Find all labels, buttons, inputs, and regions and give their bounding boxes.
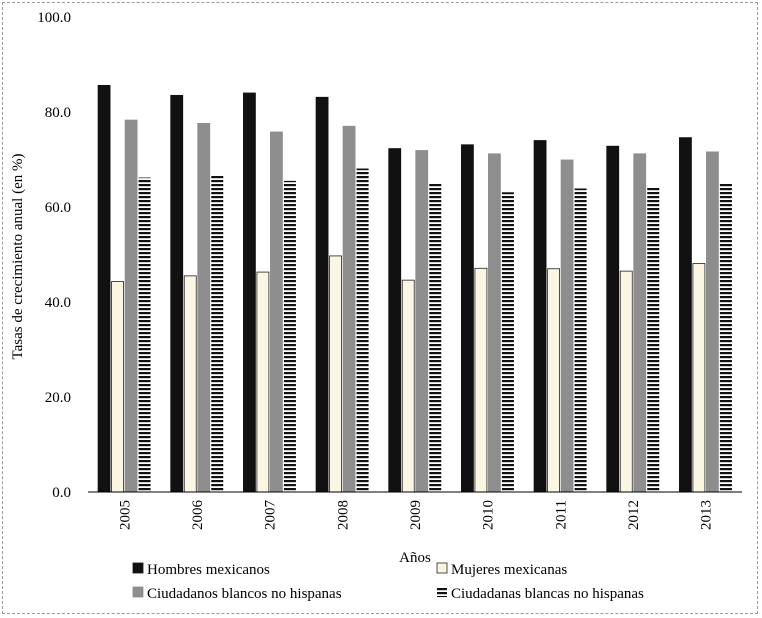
x-tick-label: 2006 (190, 500, 206, 531)
x-tick-label: 2008 (335, 500, 351, 530)
bars (97, 85, 732, 493)
bar-2007-series-1 (256, 271, 270, 493)
bar-2005-series-1 (111, 281, 124, 493)
bar-2005-series-0 (97, 85, 111, 493)
bar-2010-series-3 (501, 192, 514, 492)
bar-2012-series-3 (647, 186, 660, 492)
bar-2009-series-2 (415, 150, 429, 493)
bar-2010-series-1 (474, 267, 488, 493)
bar-2011-series-3 (574, 188, 587, 492)
legend-swatch (132, 562, 144, 574)
bar-2008-series-3 (356, 168, 369, 492)
bar-2008-series-1 (329, 255, 342, 493)
bar-2005-series-2 (124, 119, 138, 493)
y-axis-title: Tasas de crecimiento anual (en %) (10, 154, 26, 360)
legend-swatch (436, 562, 448, 574)
bar-2013-series-0 (679, 137, 692, 493)
bar-2005-series-3 (138, 177, 151, 493)
bar-2012-series-1 (619, 270, 633, 493)
y-tick-label: 80.0 (45, 105, 71, 121)
bar-2011-series-0 (533, 140, 547, 493)
x-axis-title: Años (399, 550, 431, 566)
bar-2013-series-2 (706, 151, 719, 493)
legend-swatch (132, 586, 144, 598)
bar-2009-series-0 (388, 148, 402, 493)
x-axis-ticks: 2005 2006 2007 2008 2009 2010 2011 2012 2013 (117, 500, 714, 531)
y-tick-label: 20.0 (45, 390, 71, 406)
legend-label: Ciudadanas blancas no hispanas (451, 586, 644, 602)
y-axis-ticks: 0.0 20.0 40.0 60.0 80.0 100.0 (37, 10, 71, 501)
bar-2009-series-3 (429, 183, 442, 492)
y-tick-label: 40.0 (45, 295, 71, 311)
bar-2010-series-2 (488, 153, 501, 493)
legend-label: Hombres mexicanos (147, 562, 270, 578)
bar-2007-series-3 (283, 180, 296, 492)
legend-label: Ciudadanos blancos no hispanas (147, 586, 342, 602)
bar-2013-series-1 (692, 263, 706, 493)
bar-2011-series-2 (560, 159, 574, 493)
bar-2006-series-3 (211, 174, 224, 492)
bar-2011-series-1 (547, 268, 560, 493)
bar-2012-series-0 (606, 145, 620, 493)
x-tick-label: 2012 (626, 500, 642, 530)
bar-2006-series-0 (170, 94, 184, 493)
legend-label: Mujeres mexicanas (451, 562, 567, 578)
x-tick-label: 2013 (699, 500, 715, 530)
bar-2006-series-1 (183, 275, 197, 493)
x-tick-label: 2007 (263, 500, 279, 531)
bar-2013-series-3 (719, 183, 732, 492)
x-tick-label: 2011 (553, 500, 569, 529)
legend-swatch (437, 587, 447, 597)
y-tick-label: 0.0 (52, 485, 71, 501)
bar-2008-series-0 (315, 96, 329, 493)
bar-2007-series-0 (243, 92, 256, 493)
legend: Hombres mexicanos Mujeres mexicanas Ciudad… (132, 562, 644, 602)
bar-2009-series-1 (401, 279, 415, 493)
bar-2010-series-0 (461, 144, 474, 493)
x-tick-label: 2009 (408, 500, 424, 530)
x-tick-label: 2010 (481, 500, 497, 530)
y-tick-label: 60.0 (45, 200, 71, 216)
bar-2007-series-2 (270, 131, 283, 493)
bar-2008-series-2 (342, 125, 356, 493)
bar-2012-series-2 (633, 153, 647, 493)
bar-2006-series-2 (197, 123, 211, 493)
x-tick-label: 2005 (117, 500, 133, 530)
y-tick-label: 100.0 (37, 10, 71, 26)
